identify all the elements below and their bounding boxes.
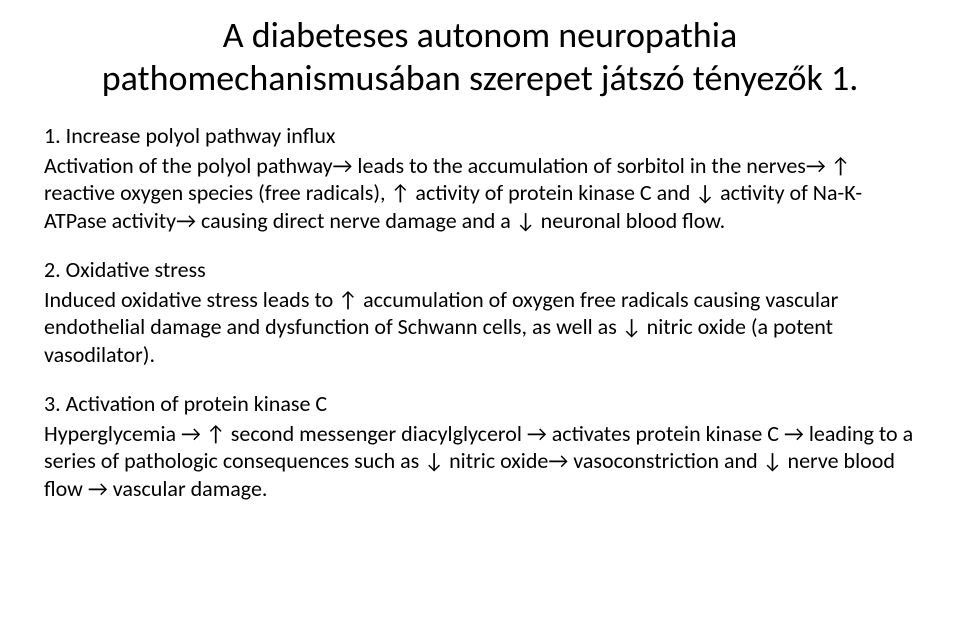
slide-title: A diabeteses autonom neuropathia pathome…	[44, 14, 916, 100]
section-2: 2. Oxidative stress Induced oxidative st…	[44, 256, 916, 368]
slide-container: A diabeteses autonom neuropathia pathome…	[0, 0, 960, 532]
section-2-body: Induced oxidative stress leads to ↑ accu…	[44, 286, 916, 369]
section-3: 3. Activation of protein kinase C Hyperg…	[44, 390, 916, 502]
section-1-body: Activation of the polyol pathway→ leads …	[44, 152, 916, 235]
section-1: 1. Increase polyol pathway influx Activa…	[44, 122, 916, 234]
section-1-heading: 1. Increase polyol pathway influx	[44, 122, 916, 150]
section-2-heading: 2. Oxidative stress	[44, 256, 916, 284]
section-3-heading: 3. Activation of protein kinase C	[44, 390, 916, 418]
section-3-body: Hyperglycemia → ↑ second messenger diacy…	[44, 420, 916, 503]
